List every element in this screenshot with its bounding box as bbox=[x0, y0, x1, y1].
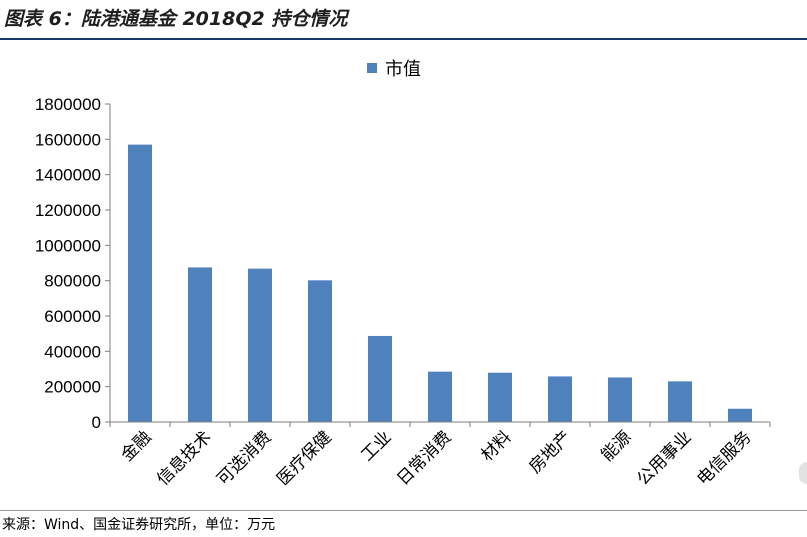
bar bbox=[428, 371, 452, 422]
bar bbox=[488, 372, 512, 422]
scroll-handle[interactable] bbox=[799, 462, 807, 484]
y-tick-label: 1200000 bbox=[35, 201, 101, 220]
y-tick-label: 800000 bbox=[44, 272, 101, 291]
y-tick-label: 200000 bbox=[44, 378, 101, 397]
chart-legend: 市值 bbox=[367, 59, 421, 80]
y-tick-label: 1600000 bbox=[35, 130, 101, 149]
title-divider bbox=[0, 38, 807, 40]
bar bbox=[668, 381, 692, 422]
bar bbox=[608, 377, 632, 422]
x-tick-label: 电信服务 bbox=[693, 427, 755, 489]
x-tick-label: 材料 bbox=[477, 427, 515, 465]
y-tick-label: 0 bbox=[92, 413, 101, 432]
bar bbox=[308, 280, 332, 422]
legend-label: 市值 bbox=[385, 59, 421, 80]
legend-swatch bbox=[367, 63, 377, 73]
y-tick-label: 1400000 bbox=[35, 166, 101, 185]
x-tick-label: 公用事业 bbox=[633, 427, 695, 489]
x-tick-label: 信息技术 bbox=[153, 427, 215, 489]
x-tick-label: 日常消费 bbox=[393, 427, 455, 489]
figure-title: 图表 6：陆港通基金 2018Q2 持仓情况 bbox=[4, 8, 348, 30]
x-tick-label: 金融 bbox=[117, 427, 155, 465]
bar bbox=[548, 376, 572, 422]
source-note: 来源：Wind、国金证券研究所，单位：万元 bbox=[2, 517, 276, 533]
x-tick-label: 工业 bbox=[357, 427, 395, 465]
y-tick-label: 400000 bbox=[44, 342, 101, 361]
bar bbox=[248, 268, 272, 422]
x-tick-label: 可选消费 bbox=[213, 427, 275, 489]
y-tick-label: 600000 bbox=[44, 307, 101, 326]
x-tick-label: 能源 bbox=[597, 427, 635, 465]
footer-divider bbox=[0, 510, 807, 511]
y-tick-label: 1000000 bbox=[35, 236, 101, 255]
y-tick-label: 1800000 bbox=[35, 95, 101, 114]
x-tick-label: 房地产 bbox=[525, 427, 575, 477]
y-axis: 0 200000 400000 600000 800000 1000000 1200000 1… bbox=[35, 95, 111, 432]
bar bbox=[728, 408, 752, 422]
x-tick-label: 医疗保健 bbox=[273, 427, 335, 489]
bar bbox=[368, 335, 392, 422]
bar bbox=[128, 144, 152, 422]
bar-chart: 市值 0 200000 400000 600000 800000 1000000 12000… bbox=[35, 59, 771, 490]
bar bbox=[188, 267, 212, 422]
bar-series bbox=[128, 144, 752, 422]
